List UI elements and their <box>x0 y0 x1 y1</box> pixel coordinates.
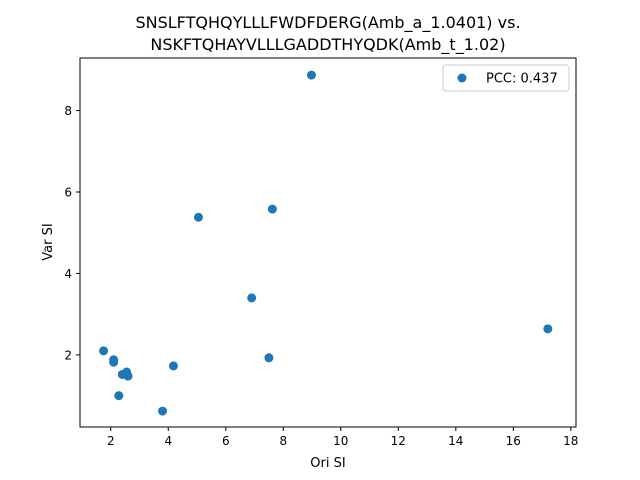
data-point <box>158 406 168 416</box>
y-tick-label: 4 <box>64 267 72 281</box>
data-points <box>99 70 553 416</box>
data-point <box>123 371 133 381</box>
x-axis-ticks: 2 4 6 8 10 12 14 16 18 <box>107 427 578 448</box>
x-tick-label: 2 <box>107 434 115 448</box>
legend-marker <box>457 73 467 83</box>
x-axis-label: Ori SI <box>310 456 345 471</box>
data-point <box>109 357 119 367</box>
data-point <box>543 324 553 334</box>
legend-label: PCC: 0.437 <box>486 72 558 87</box>
y-tick-label: 6 <box>64 185 72 199</box>
data-point <box>114 391 124 401</box>
chart-title-line-1: SNSLFTQHQYLLLFWDFDERG(Amb_a_1.0401) vs. <box>135 13 520 33</box>
data-point <box>168 361 178 371</box>
data-point <box>247 293 257 303</box>
plot-frame <box>79 57 577 428</box>
y-tick-label: 2 <box>64 348 72 362</box>
x-tick-label: 16 <box>506 434 521 448</box>
data-point <box>306 70 316 80</box>
data-point <box>99 346 109 356</box>
x-tick-label: 12 <box>391 434 406 448</box>
x-tick-label: 14 <box>448 434 463 448</box>
y-axis-label: Var SI <box>41 223 56 260</box>
x-tick-label: 4 <box>164 434 172 448</box>
x-tick-label: 18 <box>563 434 578 448</box>
legend: PCC: 0.437 <box>442 64 570 92</box>
x-tick-label: 8 <box>279 434 287 448</box>
data-point <box>267 204 277 214</box>
y-tick-label: 8 <box>64 104 72 118</box>
legend-box <box>442 64 570 92</box>
data-point <box>193 212 203 222</box>
x-tick-label: 10 <box>333 434 348 448</box>
y-axis-ticks: 2 4 6 8 <box>64 104 80 362</box>
x-tick-label: 6 <box>222 434 230 448</box>
data-point <box>264 353 274 363</box>
chart-title-line-2: NSKFTQHAYVLLLGADDTHYQDK(Amb_t_1.02) <box>150 35 505 55</box>
